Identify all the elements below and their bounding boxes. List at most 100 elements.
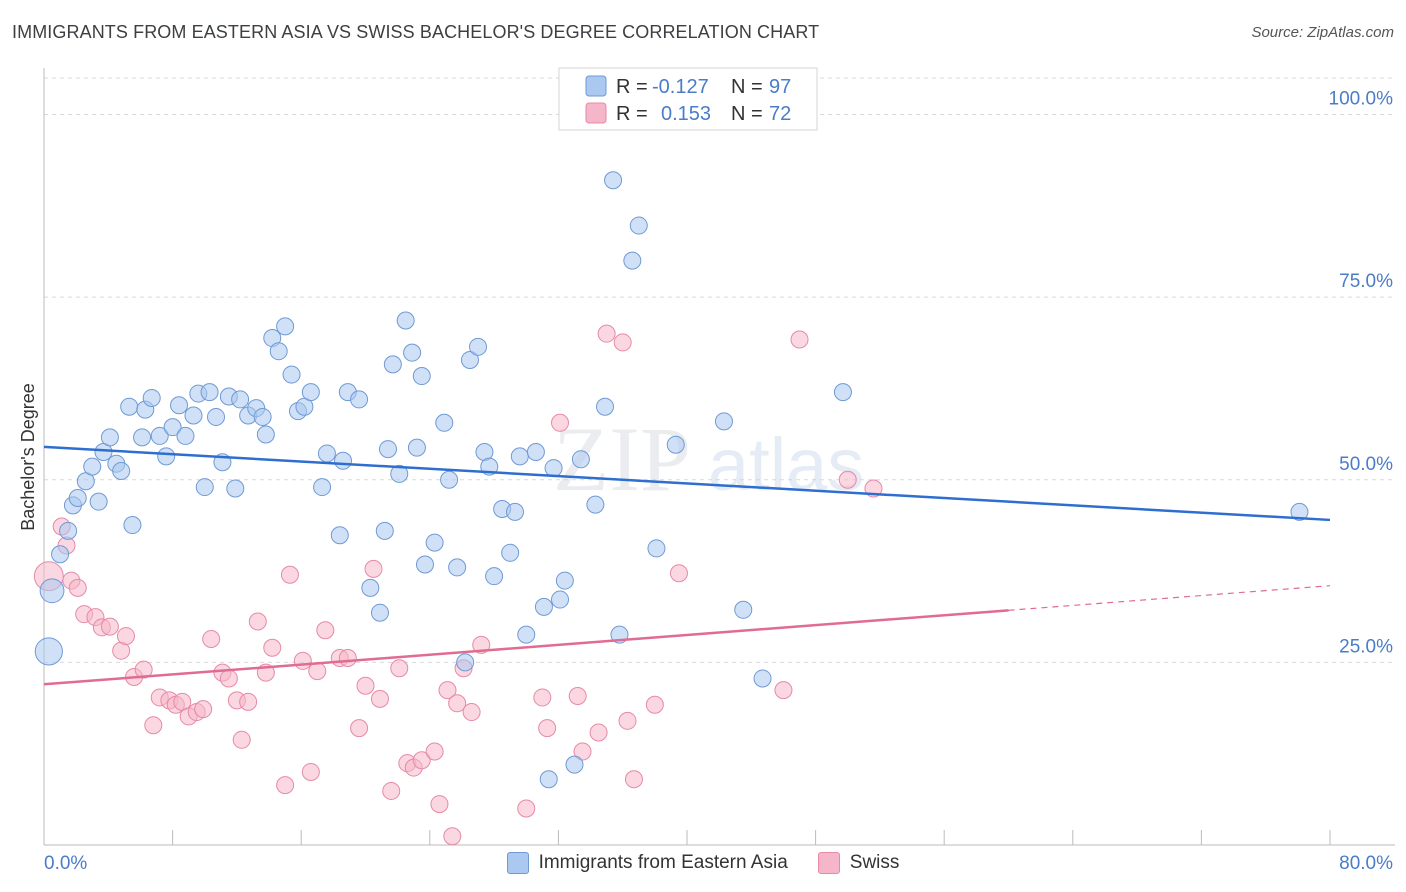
swiss-point	[350, 719, 369, 738]
swiss-point	[382, 781, 401, 800]
swiss-point	[356, 676, 375, 695]
eastern-asia-point	[184, 406, 203, 425]
x-tick-label: 0.0%	[44, 853, 87, 874]
eastern-asia-point	[456, 653, 475, 672]
eastern-asia-point	[753, 669, 772, 688]
trend-lines	[43, 445, 1331, 686]
swiss-point	[551, 413, 570, 432]
swiss-point	[790, 330, 809, 349]
eastern-asia-point	[34, 637, 63, 666]
eastern-asia-point	[501, 543, 520, 562]
swiss-point	[364, 559, 383, 578]
axes: 0.0% 80.0%	[43, 68, 1395, 874]
eastern-asia-point	[435, 413, 454, 432]
swiss-point	[276, 776, 295, 795]
eastern-asia-point	[133, 428, 152, 447]
swiss-point	[194, 700, 213, 719]
eastern-asia-point	[68, 489, 87, 508]
y-tick-label: 75.0%	[1339, 271, 1393, 292]
eastern-asia-point	[120, 397, 139, 416]
legend-item-swiss[interactable]: Swiss	[817, 852, 899, 874]
swiss-point	[116, 627, 135, 646]
swiss-point	[134, 660, 153, 679]
swiss-point	[280, 565, 299, 584]
legend-r-value-blue: -0.127	[652, 76, 709, 98]
swiss-point	[263, 638, 282, 657]
swiss-point	[597, 324, 616, 343]
swiss-point	[68, 578, 87, 597]
eastern-asia-point	[551, 590, 570, 609]
eastern-asia-point	[565, 755, 584, 774]
eastern-asia-point	[370, 603, 389, 622]
eastern-asia-point	[350, 390, 369, 409]
legend-bottom: Immigrants from Eastern Asia Swiss	[0, 852, 1406, 874]
eastern-asia-point	[666, 435, 685, 454]
y-tick-label: 25.0%	[1339, 636, 1393, 657]
eastern-asia-point	[83, 457, 102, 476]
eastern-asia-point	[170, 396, 189, 415]
eastern-asia-point	[571, 450, 590, 469]
legend-swatch-eastern-asia	[506, 852, 529, 874]
swiss-point	[316, 621, 335, 640]
eastern-asia-point	[412, 367, 431, 386]
eastern-asia-point	[596, 397, 615, 416]
eastern-asia-point	[195, 478, 214, 497]
eastern-asia-point	[176, 426, 195, 445]
swiss-point	[472, 635, 491, 654]
eastern-asia-point	[200, 383, 219, 402]
legend-r-label-pink: R =	[616, 103, 648, 125]
swiss-point	[462, 703, 481, 722]
legend-r-value-pink: 0.153	[661, 103, 711, 125]
eastern-asia-point	[623, 251, 642, 270]
eastern-asia-point	[301, 383, 320, 402]
eastern-asia-point	[396, 311, 415, 330]
eastern-asia-point	[469, 337, 488, 356]
eastern-asia-point	[539, 770, 558, 789]
swiss-point	[232, 730, 251, 749]
legend-swatch-swiss	[817, 852, 840, 874]
swiss-point	[669, 564, 688, 583]
y-tick-label: 50.0%	[1339, 454, 1393, 475]
eastern-asia-point	[112, 461, 131, 480]
swiss-point	[838, 470, 857, 489]
swiss-point	[390, 659, 409, 678]
eastern-asia-point	[207, 407, 226, 426]
eastern-asia-point	[253, 407, 272, 426]
legend-n-value-pink: 72	[769, 103, 791, 125]
legend-swatch-pink	[585, 102, 607, 124]
eastern-asia-point	[586, 495, 605, 514]
eastern-asia-point	[526, 443, 545, 462]
gridlines: 25.0% 50.0% 75.0% 100.0%	[44, 77, 1395, 663]
eastern-asia-point	[440, 470, 459, 489]
legend-item-eastern-asia[interactable]: Immigrants from Eastern Asia	[506, 852, 788, 874]
eastern-asia-point	[256, 425, 275, 444]
source-label: Source: ZipAtlas.com	[1251, 24, 1394, 41]
swiss-point	[448, 694, 467, 713]
swiss-point	[517, 799, 536, 818]
swiss-point	[370, 689, 389, 708]
swiss-point	[430, 795, 449, 814]
eastern-asia-point	[89, 492, 108, 511]
swiss-point	[438, 681, 457, 700]
eastern-asia-point	[555, 571, 574, 590]
eastern-asia-trend-line	[43, 445, 1331, 522]
eastern-asia-point	[510, 447, 529, 466]
eastern-asia-point	[383, 355, 402, 374]
y-tick-label: 100.0%	[1329, 89, 1394, 110]
eastern-asia-point	[276, 317, 295, 336]
eastern-asia-point	[505, 502, 524, 521]
swiss-point	[613, 333, 632, 352]
swiss-point	[248, 612, 267, 631]
eastern-asia-point	[157, 447, 176, 466]
eastern-asia-point	[51, 545, 70, 564]
watermark: ZIP atlas	[553, 408, 864, 510]
swiss-point	[589, 723, 608, 742]
swiss-point	[412, 751, 431, 770]
swiss-point	[202, 630, 221, 649]
legend-n-label-blue: N =	[731, 76, 763, 98]
eastern-asia-point	[163, 418, 182, 437]
swiss-point	[568, 686, 587, 705]
eastern-asia-point	[361, 578, 380, 597]
eastern-asia-point	[330, 526, 349, 545]
